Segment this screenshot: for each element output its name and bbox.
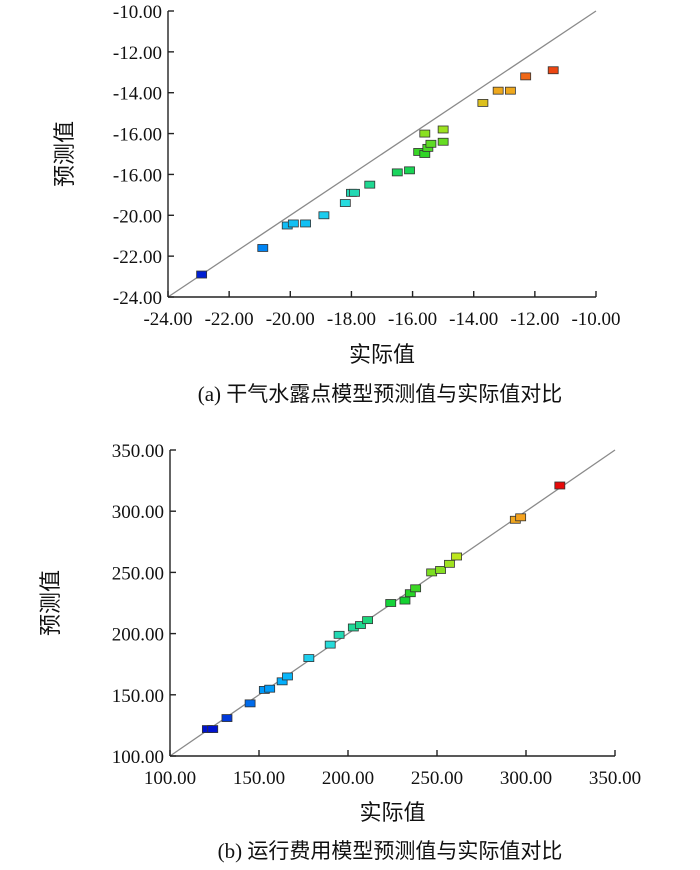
chart-a-x-tick-label: -10.00 xyxy=(571,309,620,330)
chart-b-data-point xyxy=(451,552,462,561)
chart-a-data-point xyxy=(504,86,516,95)
chart-a-data-point xyxy=(425,139,437,148)
chart-a-y-tick-label: -12.00 xyxy=(113,43,162,64)
chart-b-data-point xyxy=(435,566,446,574)
chart-b-data-point xyxy=(282,672,293,681)
chart-a-caption: (a) 干气水露点模型预测值与实际值对比 xyxy=(198,382,563,406)
chart-a-x-tick-label: -12.00 xyxy=(510,309,559,330)
chart-b-data-point xyxy=(362,616,373,625)
chart-b-x-tick-label: 200.00 xyxy=(322,768,374,789)
chart-b-data-point xyxy=(221,714,233,722)
chart-a-data-point xyxy=(419,129,431,138)
chart-a-y-tick-label: -10.00 xyxy=(113,2,162,23)
chart-a-y-tick-label: -16.00 xyxy=(113,165,162,186)
chart-a-data-point xyxy=(437,125,449,134)
chart-b-x-tick-label: 300.00 xyxy=(500,768,552,789)
chart-b-data-point xyxy=(554,481,566,490)
chart-a-y-tick-label: -16.00 xyxy=(113,125,162,146)
chart-a-y-axis-label: 预测值 xyxy=(52,121,77,187)
chart-a-y-tick-label: -22.00 xyxy=(113,247,162,268)
chart-b-data-point xyxy=(264,684,276,693)
chart-a-y-tick-label: -20.00 xyxy=(113,206,162,227)
chart-b-data-point xyxy=(333,630,345,639)
chart-b-x-tick-label: 150.00 xyxy=(233,768,285,789)
chart-a-data-point xyxy=(547,66,559,75)
chart-b-y-tick-label: 350.00 xyxy=(112,441,164,462)
chart-a-x-tick-label: -14.00 xyxy=(449,309,498,330)
chart-b-data-point xyxy=(244,699,256,708)
chart-a-data-point xyxy=(391,168,403,177)
chart-b-caption: (b) 运行费用模型预测值与实际值对比 xyxy=(218,839,563,863)
chart-a-x-tick-label: -22.00 xyxy=(205,309,254,330)
chart-a-data-point xyxy=(349,188,360,197)
chart-a-data-point xyxy=(339,199,351,207)
chart-a-data-point xyxy=(492,86,504,95)
chart-a-data-point xyxy=(318,211,330,220)
chart-a-data-point xyxy=(196,270,208,279)
chart-b-y-axis-label: 预测值 xyxy=(38,570,63,636)
chart-b-data-point xyxy=(355,621,366,629)
chart-b-x-axis-label: 实际值 xyxy=(359,800,425,825)
chart-a-y-tick-label: -24.00 xyxy=(113,288,162,309)
chart-a-data-point xyxy=(257,244,269,252)
chart-b-operating-cost: 100.00 150.00 200.00 250.00 300.00 350.00 100.… xyxy=(38,441,641,863)
chart-a-data-point xyxy=(520,72,532,81)
chart-b-y-tick-label: 150.00 xyxy=(112,686,164,707)
chart-b-y-tick-label: 250.00 xyxy=(112,563,164,584)
chart-b-data-point xyxy=(207,725,219,733)
chart-a-x-axis-label: 实际值 xyxy=(349,342,415,367)
chart-a-data-point xyxy=(404,166,415,175)
chart-a-data-point xyxy=(437,137,449,146)
chart-a-reference-line xyxy=(167,10,597,298)
chart-a-data-point xyxy=(477,99,489,107)
chart-b-y-tick-label: 300.00 xyxy=(112,502,164,523)
chart-a-y-tick-label: -14.00 xyxy=(113,84,162,105)
chart-a-x-tick-label: -24.00 xyxy=(143,309,192,330)
chart-a-x-tick-label: -20.00 xyxy=(266,309,315,330)
chart-b-data-point xyxy=(324,640,336,649)
chart-b-y-tick-label: 200.00 xyxy=(112,625,164,646)
chart-a-data-point xyxy=(287,219,299,228)
chart-b-data-point xyxy=(399,596,411,605)
chart-a-dew-point: -24.00 -22.00 -20.00 -18.00 -16.00 -14.00 -12.… xyxy=(52,2,621,406)
chart-a-x-tick-label: -18.00 xyxy=(327,309,376,330)
chart-b-data-point xyxy=(303,654,315,662)
chart-b-data-point xyxy=(444,559,455,568)
chart-b-data-point xyxy=(515,513,527,522)
chart-a-data-point xyxy=(364,180,376,189)
chart-a-x-tick-label: -16.00 xyxy=(388,309,437,330)
chart-b-x-tick-label: 100.00 xyxy=(144,768,196,789)
chart-b-y-tick-label: 100.00 xyxy=(112,747,164,768)
chart-a-data-point xyxy=(300,219,311,228)
chart-b-data-point xyxy=(385,599,397,607)
chart-b-x-tick-label: 250.00 xyxy=(411,768,463,789)
chart-b-x-tick-label: 350.00 xyxy=(589,768,641,789)
chart-b-data-point xyxy=(410,584,422,593)
